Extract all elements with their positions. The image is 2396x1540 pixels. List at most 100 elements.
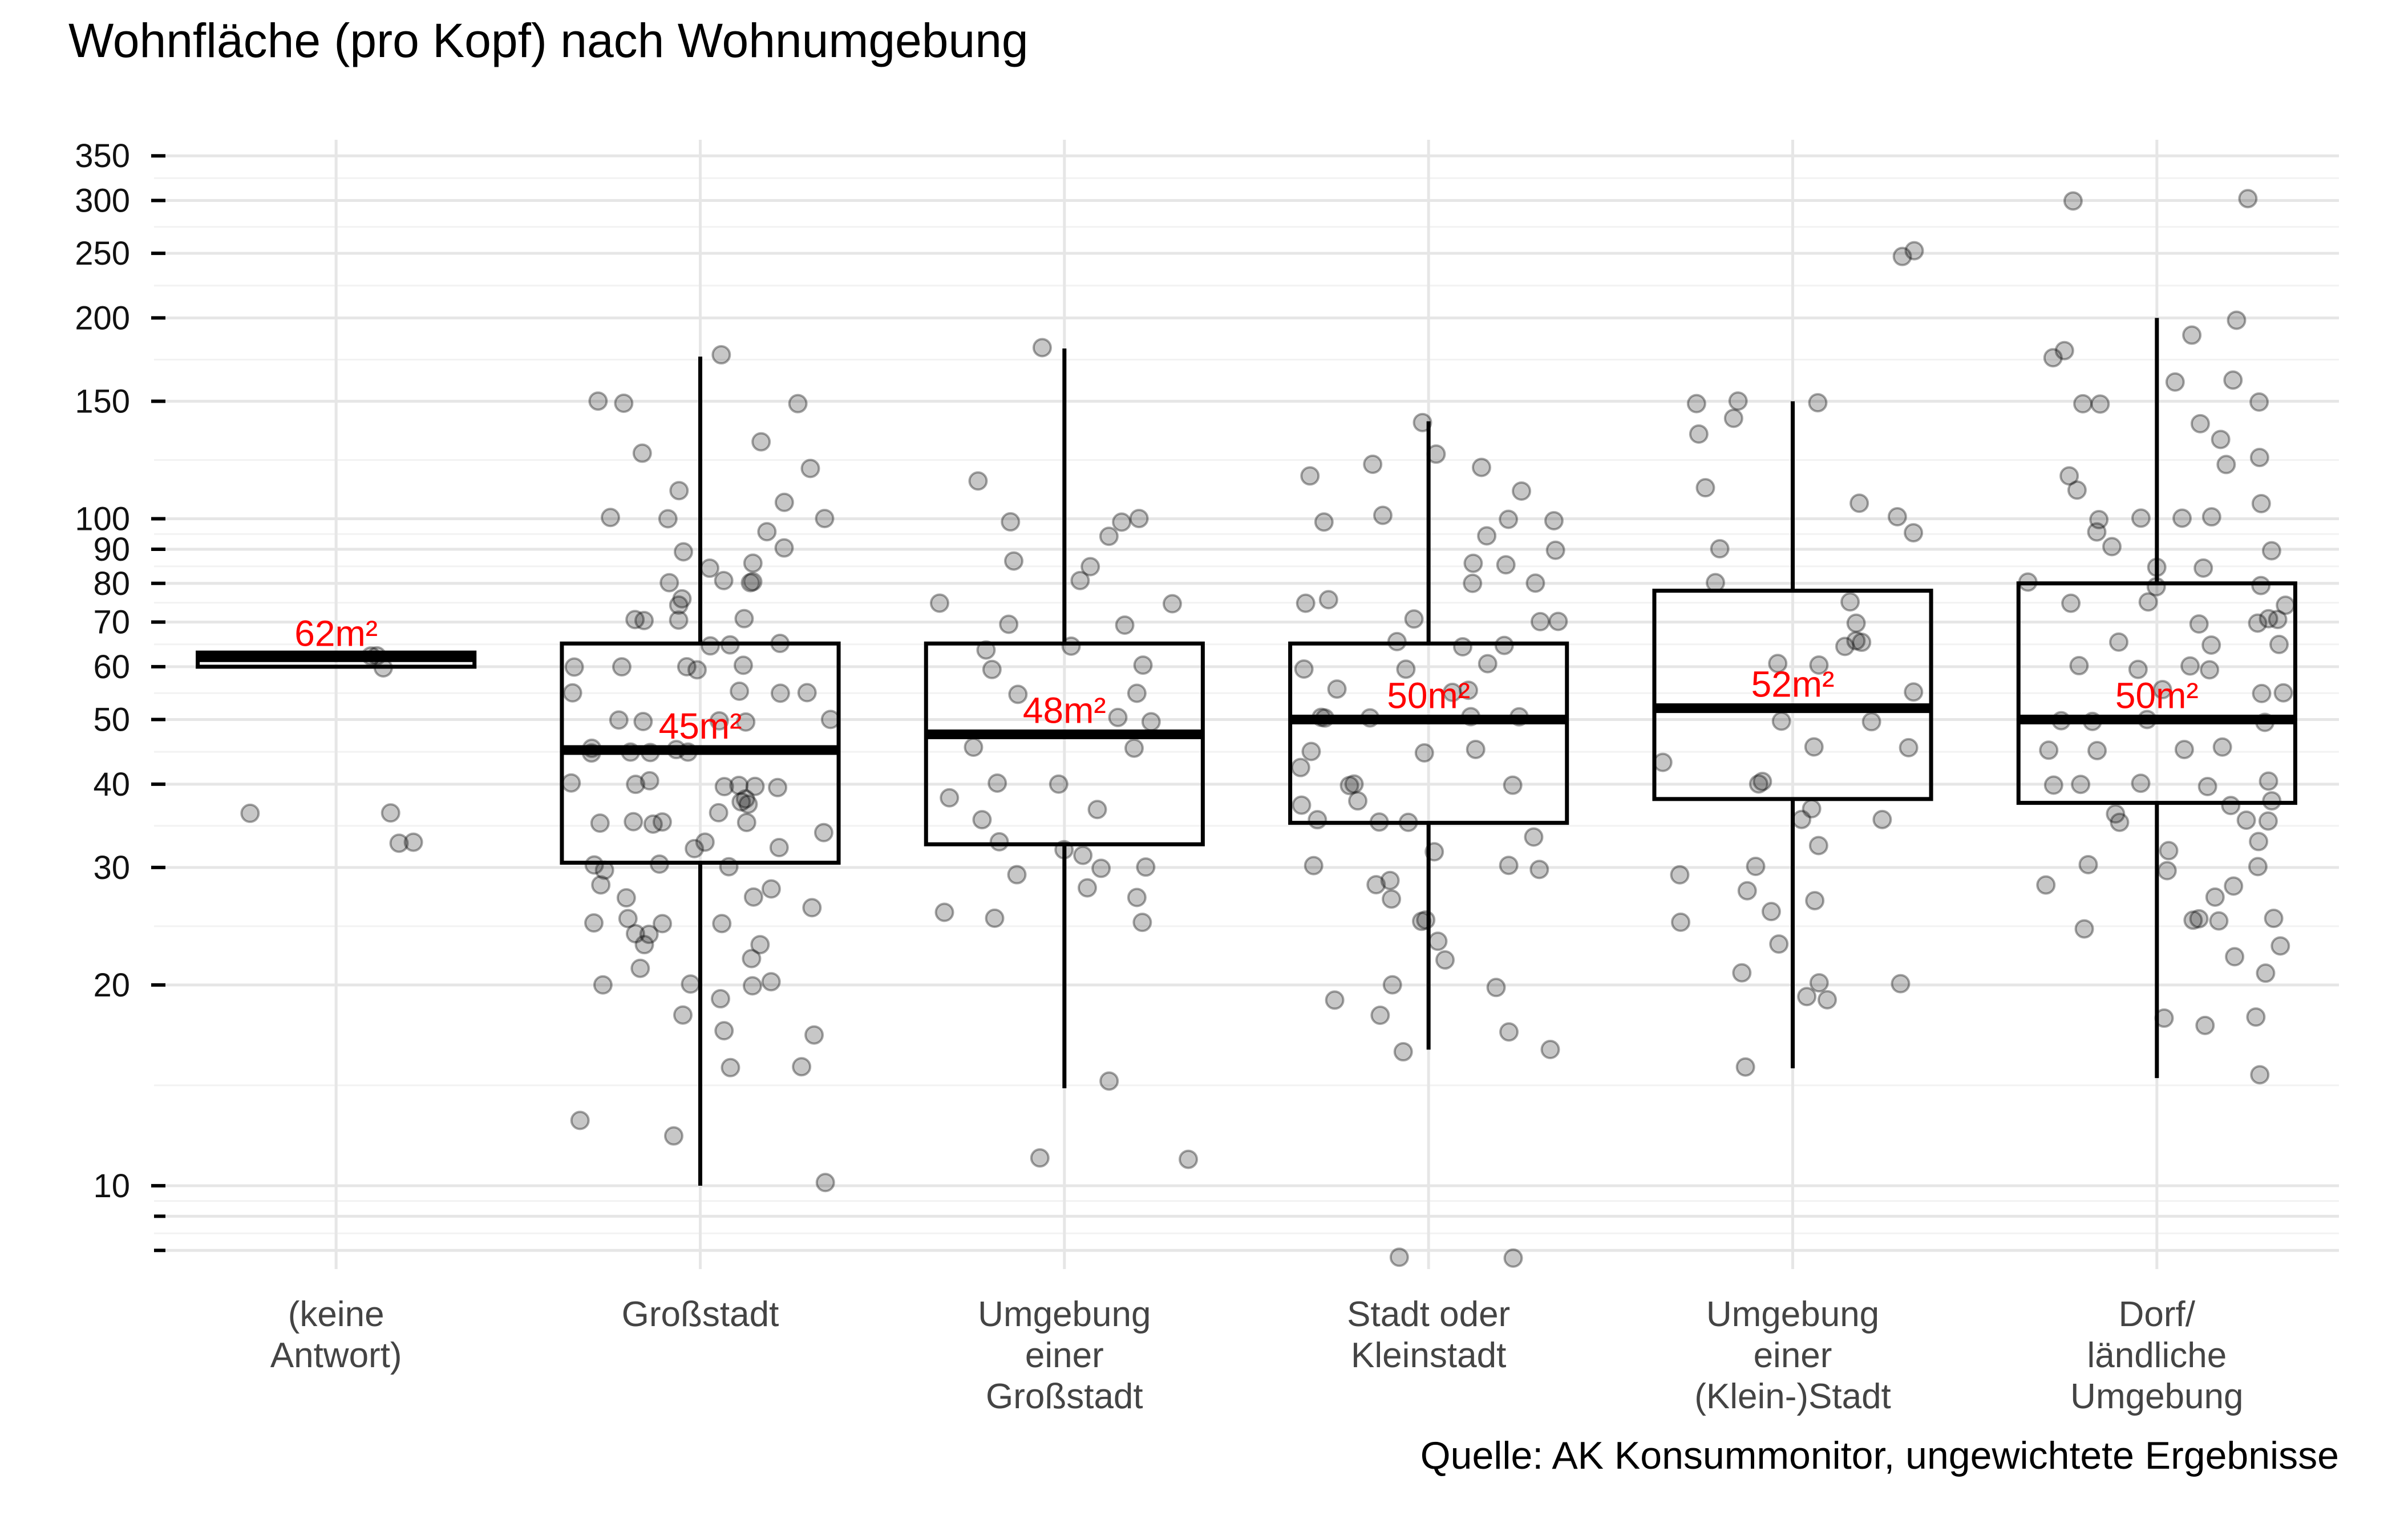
data-point [2073, 394, 2093, 414]
jitter-points [240, 189, 2296, 1268]
data-point [1435, 950, 1455, 970]
data-point [2043, 775, 2063, 795]
data-point [976, 640, 996, 660]
data-point [695, 832, 715, 852]
data-point [1710, 539, 1730, 559]
data-point [672, 589, 692, 609]
data-point [1525, 573, 1545, 593]
data-point [562, 683, 582, 703]
data-point [2225, 947, 2245, 967]
data-point [1112, 512, 1132, 532]
data-point [768, 777, 788, 797]
data-point [2078, 854, 2098, 874]
data-point [710, 989, 730, 1009]
x-tick-label: Antwort) [270, 1336, 402, 1375]
data-point [1463, 553, 1483, 573]
data-point [2211, 429, 2231, 449]
chart-caption: Quelle: AK Konsummonitor, ungewichtete E… [1420, 1434, 2339, 1477]
data-point [1872, 809, 1892, 829]
data-point [1861, 712, 1881, 732]
data-point [769, 837, 789, 857]
x-tick-label: einer [1025, 1336, 1104, 1375]
y-tick-label: 60 [93, 649, 130, 686]
x-tick-label: Stadt oder [1347, 1295, 1510, 1334]
data-point [669, 610, 689, 630]
data-point [2087, 740, 2107, 760]
data-point [2216, 455, 2236, 475]
data-point [1671, 912, 1691, 932]
data-point [1129, 509, 1149, 529]
data-point [1544, 510, 1564, 530]
data-point [1459, 680, 1479, 700]
data-point [2071, 775, 2091, 795]
y-tick-label: 100 [75, 500, 130, 537]
data-point [1314, 512, 1334, 532]
data-point [673, 1005, 693, 1025]
data-point [1162, 594, 1182, 614]
data-point [2172, 508, 2192, 528]
data-point [1477, 526, 1497, 546]
data-point [2268, 610, 2288, 630]
data-point [681, 974, 701, 994]
data-point [2074, 919, 2094, 939]
data-point [813, 822, 833, 842]
data-point [2157, 861, 2177, 881]
data-point [2212, 737, 2232, 757]
data-point [1892, 246, 1912, 266]
data-point [2221, 796, 2241, 816]
data-point [1846, 613, 1866, 633]
data-point [2236, 810, 2256, 830]
data-point [733, 655, 753, 675]
data-point [1070, 570, 1090, 590]
data-point [616, 888, 636, 908]
data-point [1380, 870, 1400, 890]
data-point [2180, 656, 2200, 676]
data-point [1179, 1149, 1199, 1169]
data-point [989, 832, 1009, 852]
data-point [1524, 827, 1544, 847]
x-tick-label: (keine [288, 1295, 385, 1334]
data-point [2061, 593, 2081, 613]
data-point [1339, 776, 1359, 796]
data-point [1706, 573, 1726, 593]
data-point [564, 657, 584, 677]
data-point [1294, 659, 1314, 679]
data-point [1805, 891, 1825, 911]
x-tick-label: Umgebung [1706, 1295, 1879, 1334]
data-point [2069, 656, 2089, 676]
data-point [2152, 680, 2172, 700]
data-point [1852, 633, 1872, 653]
data-point [940, 788, 960, 808]
data-point [709, 711, 729, 731]
data-point [403, 832, 423, 852]
data-point [634, 610, 654, 630]
data-point [1686, 394, 1706, 414]
data-point [1499, 856, 1519, 876]
data-point [2039, 740, 2059, 760]
data-point [999, 614, 1019, 634]
data-point [2252, 683, 2272, 703]
data-point [1499, 1022, 1519, 1042]
data-point [736, 712, 756, 732]
data-point [632, 443, 652, 463]
data-point [750, 935, 770, 955]
data-point [1382, 889, 1402, 909]
data-point [2067, 480, 2087, 500]
data-point [1115, 615, 1135, 635]
data-point [1761, 902, 1781, 922]
data-point [2269, 634, 2289, 654]
data-point [774, 538, 794, 558]
data-point [2036, 875, 2056, 895]
data-point [1804, 737, 1824, 757]
boxes: 62m² 45m² 48m² 50m² 52m² 50m² [196, 318, 2297, 1186]
data-point [1899, 737, 1919, 757]
data-point [1363, 455, 1383, 475]
data-point [1091, 858, 1111, 878]
data-point [982, 659, 1002, 679]
data-point [1132, 913, 1152, 933]
data-point [588, 391, 608, 411]
x-tick-label: Großstadt [986, 1377, 1143, 1416]
data-point [633, 712, 653, 732]
x-tick-label: ländliche [2087, 1336, 2227, 1375]
data-point [609, 710, 629, 730]
